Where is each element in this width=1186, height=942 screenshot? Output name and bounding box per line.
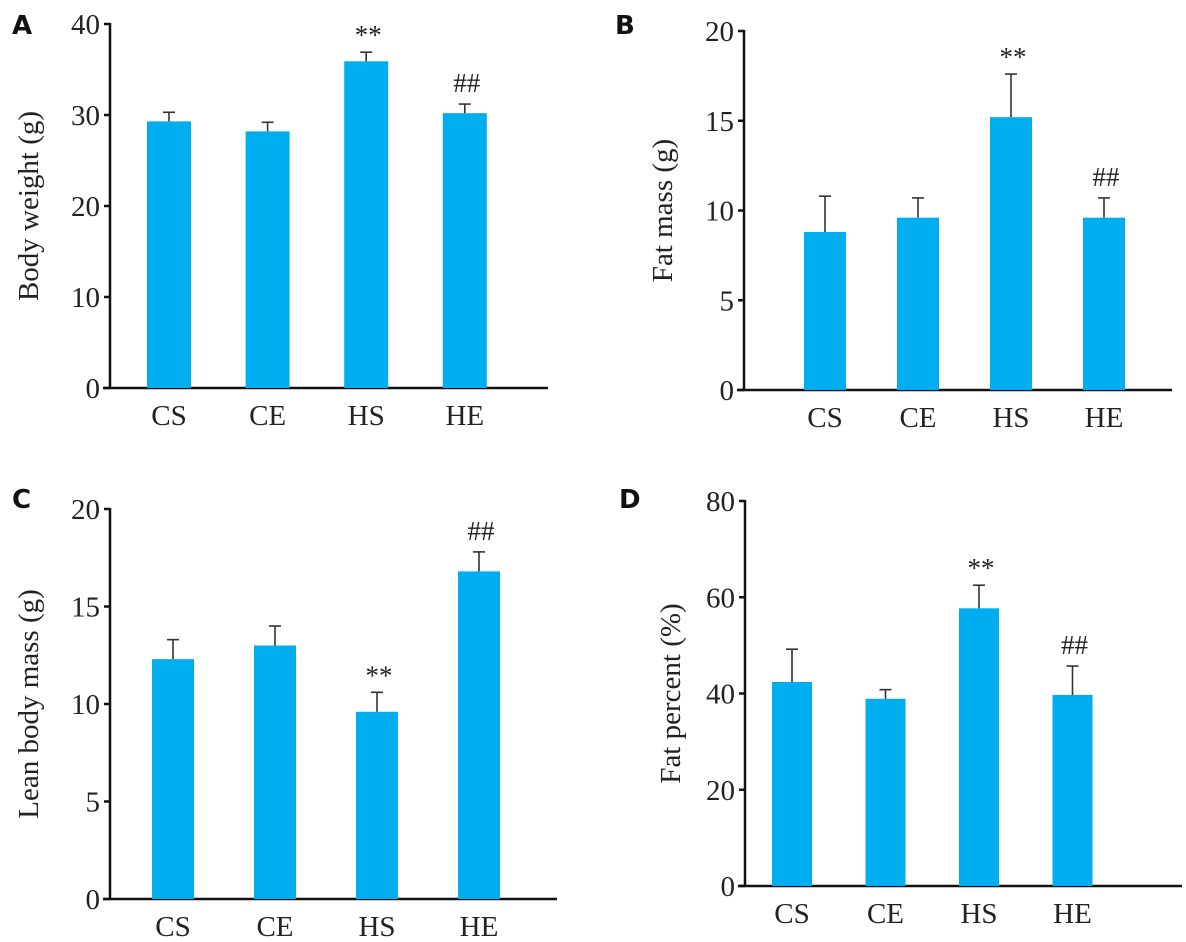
bar-he <box>458 571 500 899</box>
bar-hs <box>959 608 999 886</box>
significance-hashes: ## <box>1061 630 1089 660</box>
x-tick-label: CS <box>774 898 809 930</box>
bar-cs <box>772 681 812 886</box>
y-tick-label: 80 <box>706 486 735 518</box>
y-tick-label: 30 <box>71 100 100 132</box>
significance-hashes: ## <box>453 68 481 98</box>
x-tick-label: CS <box>155 911 190 942</box>
y-tick-label: 20 <box>71 494 100 526</box>
bar-cs <box>147 121 191 389</box>
bar-he <box>1083 217 1125 390</box>
x-tick-label: HE <box>1085 402 1124 434</box>
x-tick-label: HS <box>348 400 385 432</box>
x-tick-label: CS <box>807 402 842 434</box>
y-tick-label: 5 <box>86 787 101 819</box>
x-tick-label: HS <box>358 911 395 942</box>
x-tick-label: CE <box>867 898 904 930</box>
panel-letter: B <box>615 11 635 41</box>
bar-cs <box>804 232 846 390</box>
panel-letter: D <box>619 485 641 515</box>
y-tick-label: 10 <box>705 196 734 228</box>
x-tick-label: HE <box>460 911 499 942</box>
panel-letter: C <box>12 485 31 515</box>
x-tick-label: HE <box>1053 898 1092 930</box>
y-tick-label: 15 <box>71 592 100 624</box>
bar-ce <box>245 131 290 388</box>
significance-asterisks: ** <box>355 20 382 50</box>
y-tick-label: 10 <box>71 282 100 314</box>
x-tick-label: CE <box>256 911 293 942</box>
y-axis-title: Fat mass (g) <box>647 139 679 282</box>
bar-ce <box>897 217 939 390</box>
y-tick-label: 60 <box>706 582 735 614</box>
y-axis-title: Fat percent (%) <box>655 603 687 783</box>
x-tick-label: CS <box>151 400 186 432</box>
y-axis-title: Lean body mass (g) <box>13 589 45 819</box>
y-tick-label: 0 <box>721 871 736 903</box>
x-tick-label: CE <box>249 400 286 432</box>
significance-hashes: ## <box>1093 162 1121 192</box>
significance-asterisks: ** <box>366 660 393 690</box>
bar-hs <box>344 61 389 389</box>
significance-asterisks: ** <box>1000 42 1027 72</box>
bar-ce <box>865 698 906 886</box>
y-tick-label: 0 <box>86 373 101 405</box>
x-tick-label: CE <box>899 402 936 434</box>
significance-asterisks: ** <box>968 553 995 583</box>
y-tick-label: 20 <box>705 16 734 48</box>
bar-he <box>1052 694 1093 886</box>
y-tick-label: 20 <box>706 775 735 807</box>
significance-hashes: ## <box>468 516 496 546</box>
bar-he <box>442 113 487 389</box>
y-tick-label: 0 <box>86 884 101 916</box>
y-tick-label: 40 <box>71 9 100 41</box>
y-tick-label: 40 <box>706 679 735 711</box>
y-tick-label: 0 <box>720 375 735 407</box>
bar-hs <box>990 117 1032 390</box>
panel-letter: A <box>12 11 32 41</box>
bar-cs <box>152 659 194 899</box>
y-tick-label: 5 <box>720 285 735 317</box>
bar-hs <box>356 711 398 899</box>
bar-ce <box>254 645 296 899</box>
y-tick-label: 15 <box>705 106 734 138</box>
y-tick-label: 20 <box>71 191 100 223</box>
x-tick-label: HS <box>992 402 1029 434</box>
y-axis-title: Body weight (g) <box>13 111 45 301</box>
y-tick-label: 10 <box>71 689 100 721</box>
x-tick-label: HS <box>960 898 997 930</box>
x-tick-label: HE <box>445 400 484 432</box>
